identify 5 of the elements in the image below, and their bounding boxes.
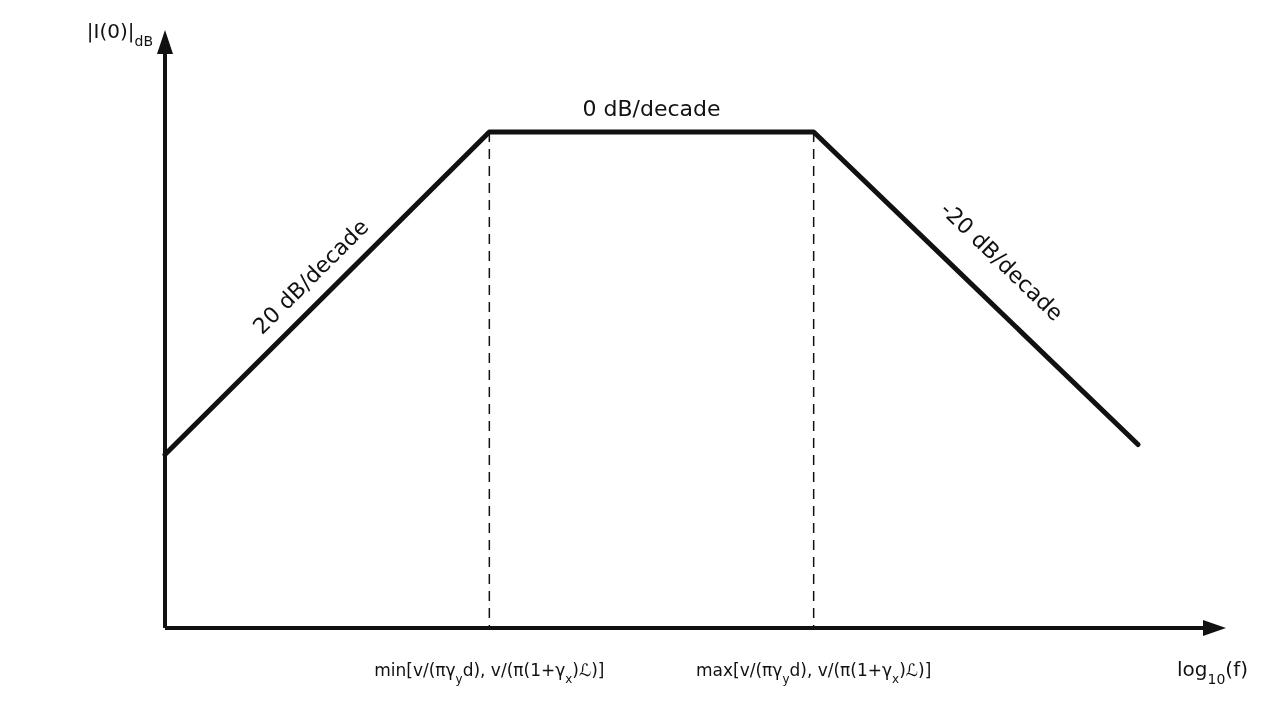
x-tick-label: max[v/(πγ$_{y}$d), v/(π(1+γ$_{x}$)ℒ)] [696, 660, 932, 686]
y-axis-title: |I(0)|$_{dB}$ [86, 19, 153, 49]
x-tick-label: min[v/(πγ$_{y}$d), v/(π(1+γ$_{x}$)ℒ)] [374, 660, 605, 686]
text: 0 dB/decade [582, 96, 721, 121]
x-axis-title: log$_{10}$(f) [1177, 657, 1248, 687]
